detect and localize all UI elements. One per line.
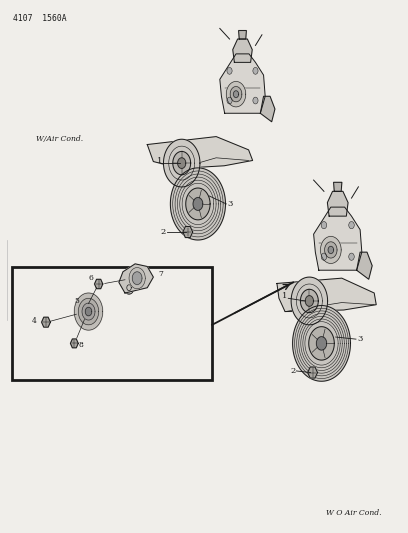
Polygon shape <box>119 264 153 293</box>
Polygon shape <box>132 272 142 285</box>
Text: 6: 6 <box>89 274 94 282</box>
Polygon shape <box>239 30 246 39</box>
Polygon shape <box>183 227 193 238</box>
Polygon shape <box>233 39 252 62</box>
Polygon shape <box>164 139 200 187</box>
Polygon shape <box>85 308 92 316</box>
Text: W/Air Cond.: W/Air Cond. <box>36 135 83 143</box>
Circle shape <box>227 68 232 74</box>
Polygon shape <box>314 207 362 270</box>
Polygon shape <box>220 54 265 114</box>
Circle shape <box>349 222 354 229</box>
Text: 7: 7 <box>159 270 164 278</box>
Circle shape <box>227 97 232 104</box>
Text: 8: 8 <box>78 341 83 349</box>
Polygon shape <box>82 303 95 320</box>
Text: 3: 3 <box>228 199 233 207</box>
Polygon shape <box>193 198 203 211</box>
Polygon shape <box>277 278 376 312</box>
Circle shape <box>253 97 258 104</box>
Polygon shape <box>78 298 99 325</box>
Polygon shape <box>327 191 348 216</box>
Circle shape <box>321 222 327 229</box>
Polygon shape <box>147 136 253 168</box>
Text: 2: 2 <box>290 367 296 375</box>
Text: 4107  1560A: 4107 1560A <box>13 14 67 23</box>
Polygon shape <box>309 327 334 360</box>
Polygon shape <box>233 91 239 98</box>
Text: 1: 1 <box>282 292 287 300</box>
Polygon shape <box>119 274 139 301</box>
Text: 3: 3 <box>357 335 363 343</box>
Polygon shape <box>328 246 334 254</box>
Text: 1: 1 <box>157 157 162 165</box>
Polygon shape <box>71 339 78 348</box>
Polygon shape <box>42 317 50 327</box>
Polygon shape <box>74 293 103 330</box>
Text: 2: 2 <box>160 228 165 236</box>
Polygon shape <box>293 305 350 381</box>
Polygon shape <box>334 182 342 191</box>
Polygon shape <box>321 237 341 263</box>
Polygon shape <box>230 86 242 102</box>
Polygon shape <box>127 285 131 290</box>
Polygon shape <box>317 337 327 350</box>
Polygon shape <box>291 277 328 325</box>
Polygon shape <box>124 281 134 294</box>
Polygon shape <box>171 168 226 240</box>
Polygon shape <box>173 151 191 175</box>
Polygon shape <box>186 188 210 220</box>
Polygon shape <box>95 279 103 289</box>
Polygon shape <box>300 289 318 313</box>
Polygon shape <box>305 296 313 306</box>
Polygon shape <box>260 96 275 122</box>
Polygon shape <box>357 252 372 279</box>
Polygon shape <box>129 268 145 289</box>
Polygon shape <box>177 158 186 168</box>
Text: W O Air Cond.: W O Air Cond. <box>326 509 381 517</box>
Text: 5: 5 <box>75 296 80 304</box>
Text: 4: 4 <box>32 317 37 325</box>
Circle shape <box>321 253 327 260</box>
Polygon shape <box>226 82 246 107</box>
Circle shape <box>253 68 258 74</box>
Circle shape <box>349 253 354 260</box>
Polygon shape <box>308 367 317 378</box>
Polygon shape <box>325 242 337 258</box>
Bar <box>11 266 212 381</box>
